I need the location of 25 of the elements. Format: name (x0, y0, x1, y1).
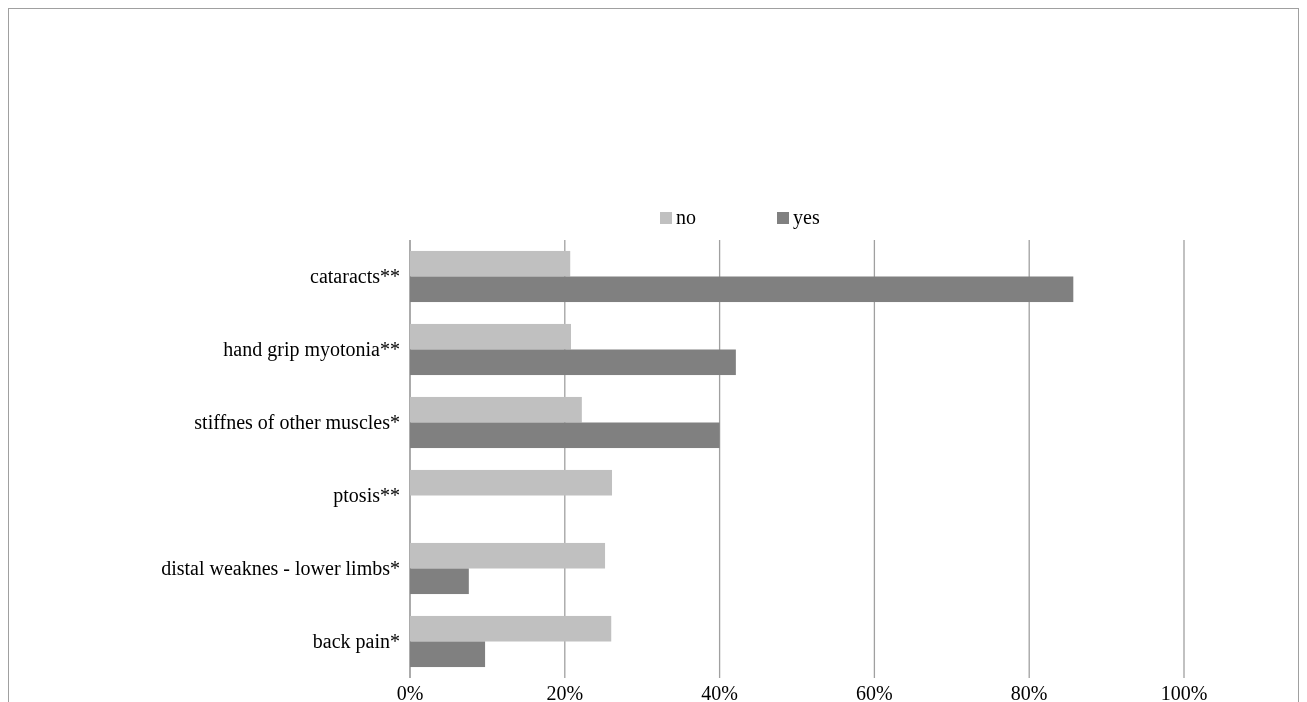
x-tick-label: 40% (701, 682, 738, 702)
y-tick-label: hand grip myotonia** (223, 337, 400, 361)
y-tick-label: stiffnes of other muscles* (194, 410, 400, 433)
y-tick-label: ptosis** (333, 483, 400, 507)
bar (410, 349, 736, 376)
bar (410, 641, 486, 668)
x-tick-label: 20% (546, 682, 584, 702)
bar (410, 276, 1074, 303)
bar (410, 615, 612, 642)
bar (410, 469, 613, 496)
y-tick-label: distal weaknes - lower limbs* (161, 556, 400, 579)
bar (410, 250, 571, 277)
y-tick-label: cataracts** (310, 264, 400, 287)
bar (410, 323, 571, 350)
y-tick-label: back pain* (312, 629, 400, 653)
x-tick-label: 0% (396, 682, 424, 702)
legend-label: yes (793, 206, 820, 229)
bar (410, 396, 582, 423)
bar (410, 422, 720, 449)
x-tick-label: 60% (856, 682, 893, 702)
x-tick-label: 80% (1010, 682, 1048, 702)
x-tick-label: 100% (1160, 682, 1208, 702)
legend-label: no (676, 206, 696, 228)
bar (410, 542, 606, 569)
bar (410, 568, 469, 595)
